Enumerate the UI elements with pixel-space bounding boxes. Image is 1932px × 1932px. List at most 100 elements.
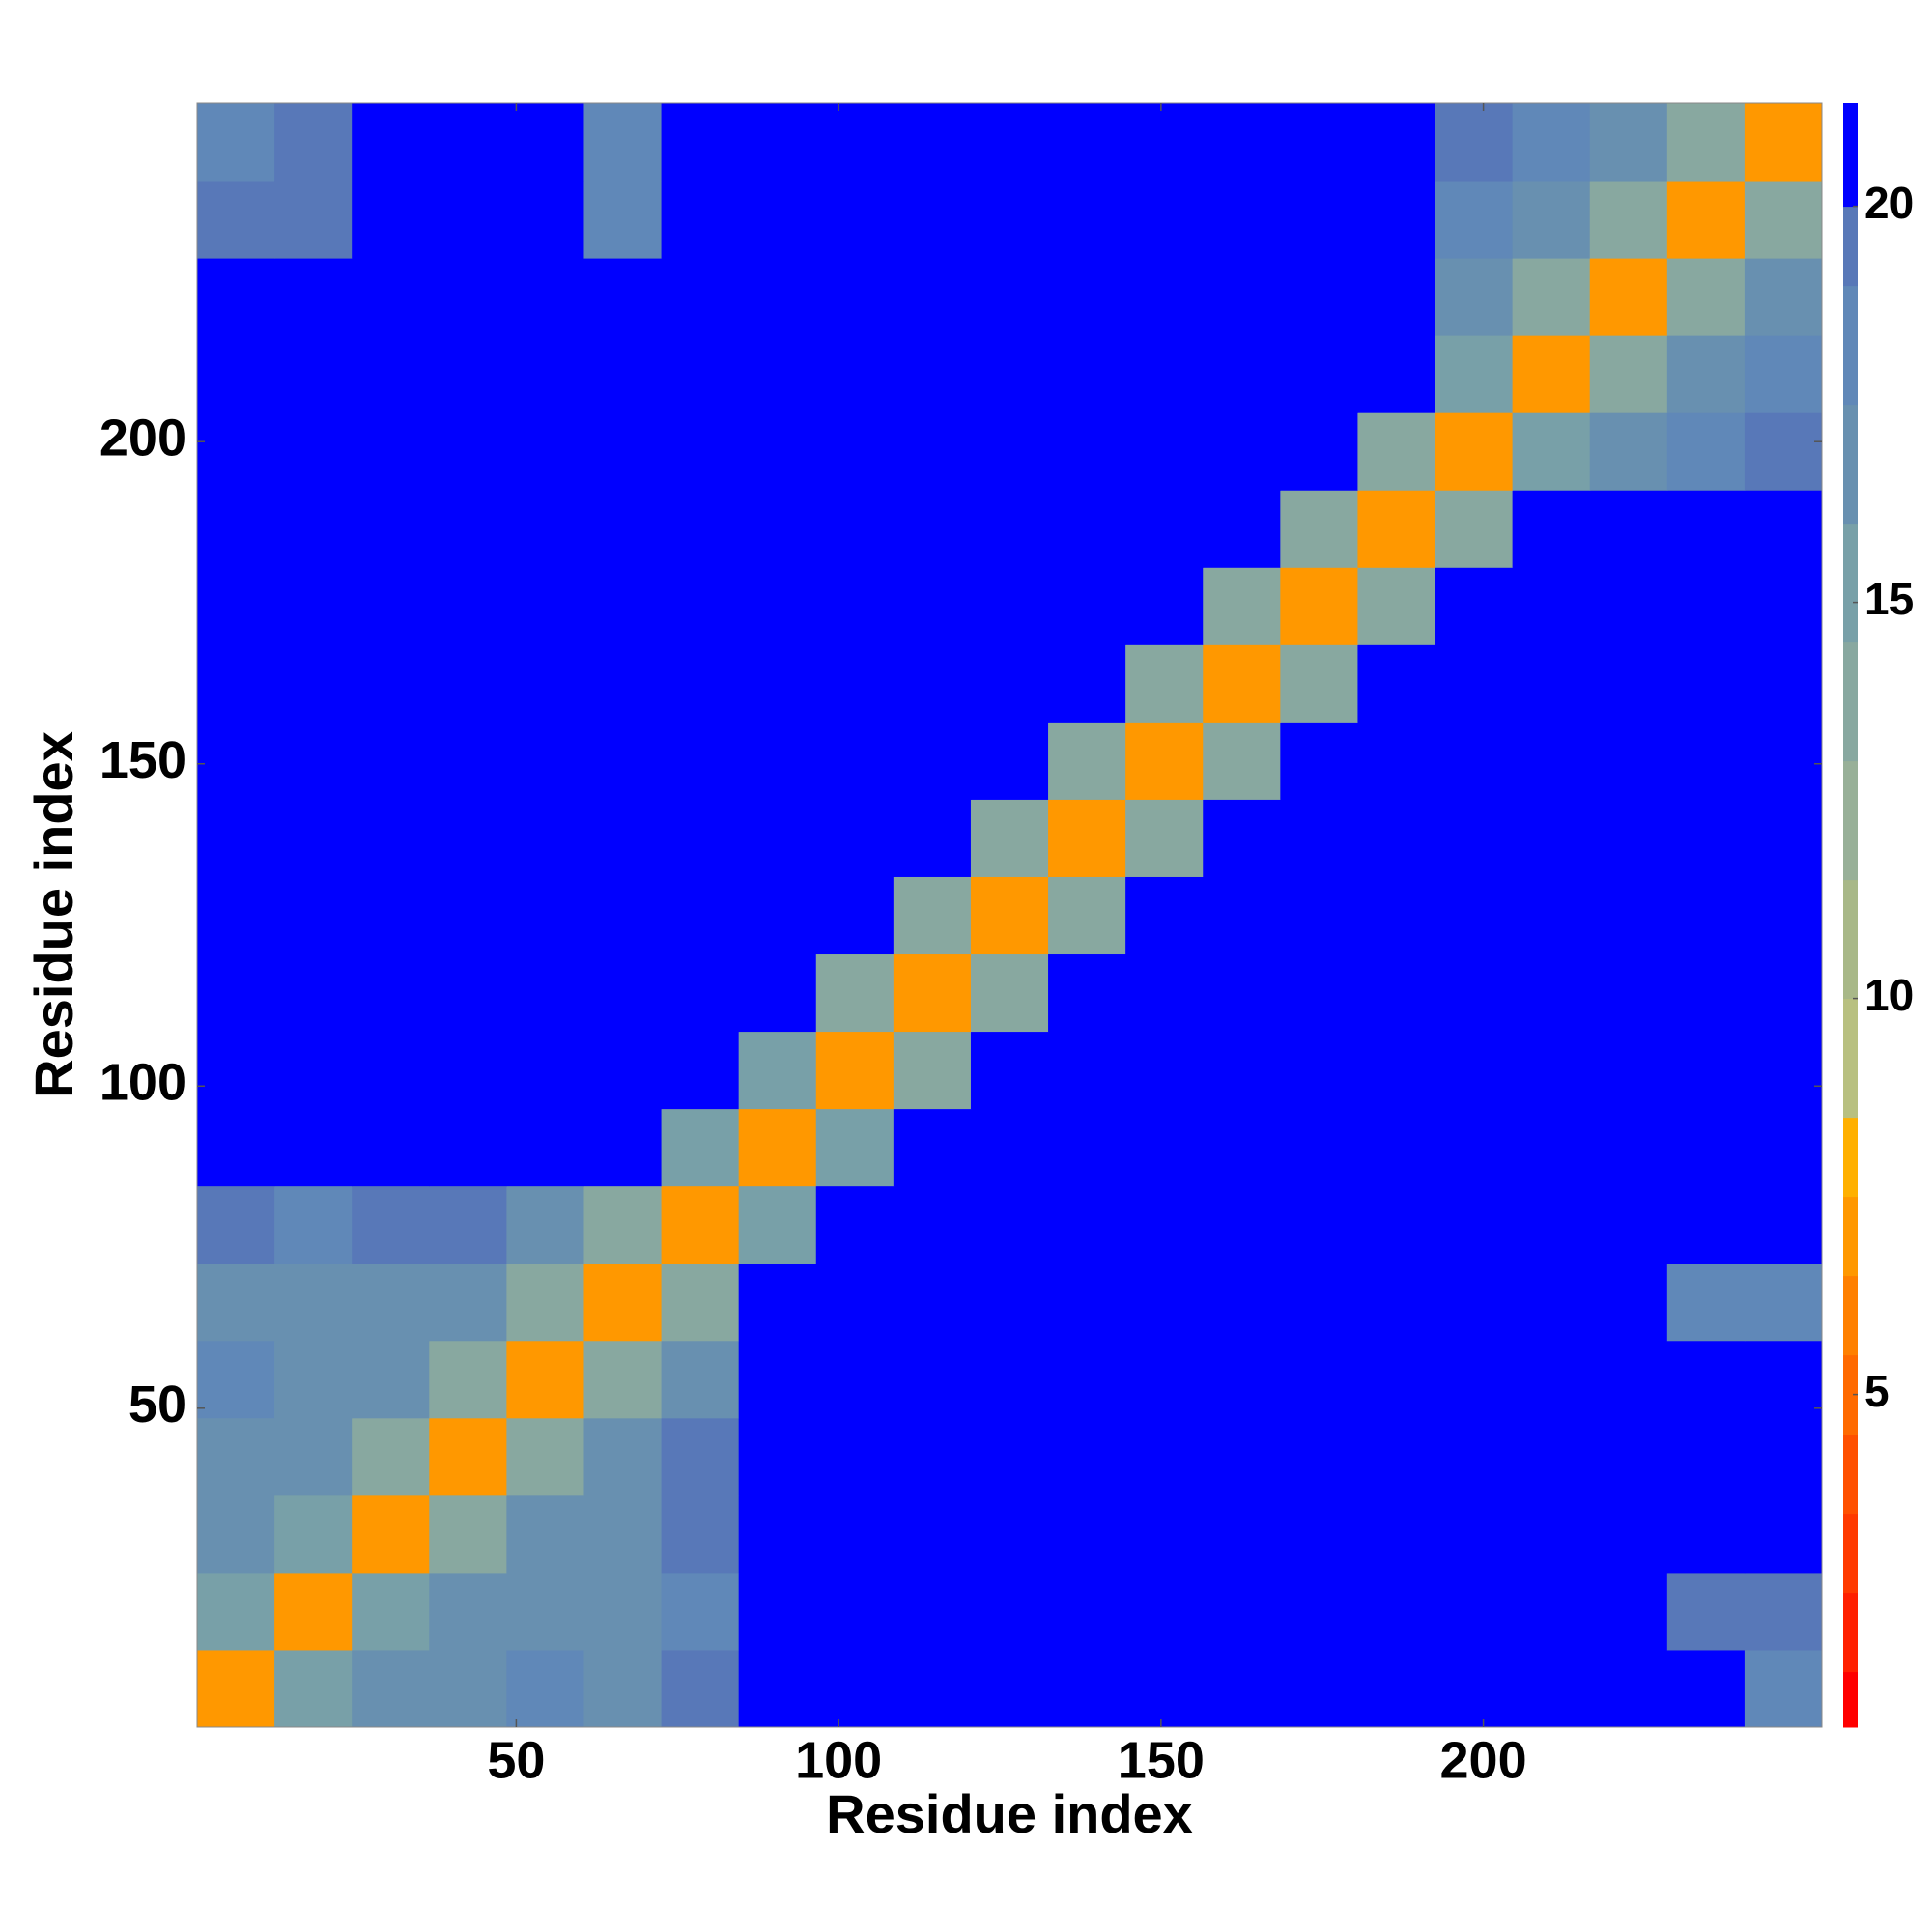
heatmap-cell [274, 722, 353, 800]
heatmap-cell [274, 1417, 353, 1496]
heatmap-cell [197, 722, 275, 800]
heatmap-cell [893, 1649, 972, 1728]
heatmap-cell [893, 953, 972, 1033]
heatmap-cell [1512, 876, 1591, 955]
heatmap-cell [893, 1417, 972, 1496]
heatmap-cell [738, 1649, 817, 1728]
heatmap-cell [583, 258, 663, 336]
colorbar-segment [1843, 1275, 1858, 1356]
colorbar-segment [1843, 1117, 1858, 1198]
heatmap-cell [1744, 258, 1823, 336]
heatmap-cell [506, 567, 584, 645]
heatmap-cell [1203, 1340, 1281, 1419]
heatmap-cell [1048, 181, 1126, 259]
heatmap-cell [1435, 103, 1514, 182]
heatmap-cell [197, 412, 275, 491]
heatmap-cell [1280, 181, 1358, 259]
heatmap-cell [1203, 1263, 1281, 1342]
heatmap-cell [274, 258, 353, 336]
heatmap-cell [1280, 103, 1358, 182]
heatmap-cell [738, 258, 817, 336]
heatmap-cell [1357, 1340, 1436, 1419]
heatmap-cell [970, 644, 1049, 723]
heatmap-cell [583, 799, 663, 877]
heatmap-cell [1589, 876, 1668, 955]
heatmap-cell [583, 1263, 663, 1342]
heatmap-cell [1435, 644, 1514, 723]
heatmap-cell [274, 1108, 353, 1187]
heatmap-cell [1512, 799, 1591, 877]
heatmap-cell [893, 644, 972, 723]
heatmap-cell [1589, 1108, 1668, 1187]
heatmap-cell [815, 644, 895, 723]
heatmap-cell [1512, 335, 1591, 413]
heatmap-cell [738, 181, 817, 259]
heatmap-cell [1512, 412, 1591, 491]
heatmap-cell [274, 644, 353, 723]
heatmap-cell [1125, 1031, 1204, 1110]
heatmap-cell [738, 1031, 817, 1110]
heatmap-cell [1744, 876, 1823, 955]
heatmap-cell [1512, 1340, 1591, 1419]
heatmap-cell [352, 1417, 430, 1496]
heatmap-cell [893, 181, 972, 259]
heatmap-cell [197, 490, 275, 568]
heatmap-cell [1666, 876, 1746, 955]
heatmap-cell [197, 1340, 275, 1419]
heatmap-cell [1435, 1340, 1514, 1419]
heatmap-cell [1666, 1340, 1746, 1419]
heatmap-cell [1666, 103, 1746, 182]
heatmap-cell [661, 1263, 740, 1342]
heatmap-cell [970, 1494, 1049, 1574]
heatmap-cell [1744, 1417, 1823, 1496]
heatmap-cell [893, 1572, 972, 1651]
heatmap-cell [583, 876, 663, 955]
heatmap-cell [506, 1031, 584, 1110]
heatmap-cell [1666, 1417, 1746, 1496]
heatmap-cell [352, 1494, 430, 1574]
heatmap-cell [1666, 490, 1746, 568]
heatmap-cell [661, 181, 740, 259]
heatmap-cell [1435, 876, 1514, 955]
heatmap-cell [661, 1572, 740, 1651]
heatmap-cell [429, 335, 507, 413]
heatmap-cell [1280, 1649, 1358, 1728]
heatmap-cell [583, 644, 663, 723]
heatmap-cell [1048, 103, 1126, 182]
heatmap-cell [738, 1340, 817, 1419]
heatmap-cell [429, 1340, 507, 1419]
heatmap-cell [1435, 1572, 1514, 1651]
heatmap-cell [583, 567, 663, 645]
heatmap-cell [197, 181, 275, 259]
y-tick-label: 150 [99, 731, 186, 789]
colorbar-tick-label: 10 [1864, 970, 1914, 1020]
heatmap-cell [352, 644, 430, 723]
heatmap-cell [738, 799, 817, 877]
heatmap-cell [1512, 1185, 1591, 1264]
heatmap-cell [661, 1185, 740, 1264]
heatmap-cell [1435, 1263, 1514, 1342]
heatmap-cell [661, 1031, 740, 1110]
heatmap-cell [661, 799, 740, 877]
heatmap-cell [1512, 1572, 1591, 1651]
heatmap-cell [1357, 1494, 1436, 1574]
heatmap-cell [970, 181, 1049, 259]
heatmap-cell [970, 1340, 1049, 1419]
heatmap-cell [1048, 1108, 1126, 1187]
heatmap-cell [1357, 103, 1436, 182]
heatmap-cell [815, 1494, 895, 1574]
heatmap-cell [1125, 1185, 1204, 1264]
colorbar-segment [1843, 760, 1858, 881]
heatmap-cell [815, 1031, 895, 1110]
heatmap-cell [1744, 567, 1823, 645]
heatmap-cell [429, 722, 507, 800]
heatmap-cell [1744, 335, 1823, 413]
colorbar-segment [1843, 206, 1858, 287]
heatmap-cell [815, 953, 895, 1033]
heatmap-cell [1048, 335, 1126, 413]
heatmap-cell [661, 953, 740, 1033]
heatmap-cell [1512, 1649, 1591, 1728]
heatmap-cell [738, 103, 817, 182]
heatmap-cell [1357, 412, 1436, 491]
heatmap-cell [274, 953, 353, 1033]
